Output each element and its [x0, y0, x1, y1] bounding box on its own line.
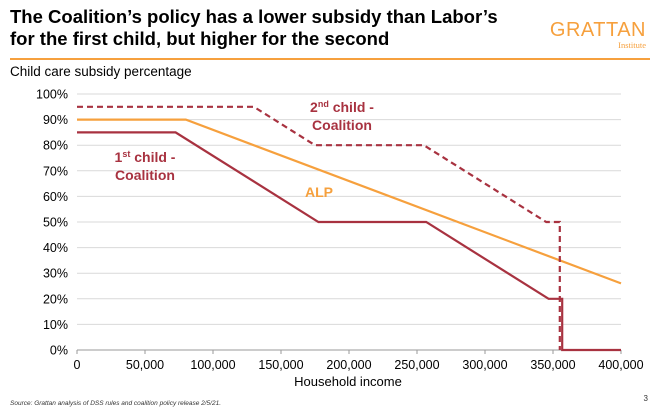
x-tick-label: 400,000 — [598, 358, 643, 372]
y-tick-label: 20% — [43, 292, 68, 306]
y-tick-labels: 0% 10% 20% 30% 40% 50% 60% 70% 80% 90% 100% — [36, 88, 68, 358]
second-child-label-line-2: Coalition — [312, 117, 372, 133]
source-note: Source: Grattan analysis of DSS rules an… — [10, 400, 222, 407]
x-tick-label: 200,000 — [326, 358, 371, 372]
y-tick-label: 60% — [43, 190, 68, 204]
series-lines — [77, 105, 622, 352]
page-number: 3 — [643, 394, 648, 403]
x-tick-label: 0 — [74, 358, 81, 372]
y-tick-label: 90% — [43, 113, 68, 127]
series-line-1 — [77, 131, 621, 352]
alp-label-line-1: ALP — [305, 184, 333, 200]
y-tick-label: 50% — [43, 216, 68, 230]
y-tick-label: 30% — [43, 267, 68, 281]
x-tick-label: 100,000 — [190, 358, 235, 372]
x-tick-label: 250,000 — [394, 358, 439, 372]
logo-wordmark: GRATTAN — [549, 19, 646, 41]
y-tick-label: 0% — [50, 344, 68, 358]
y-tick-label: 80% — [43, 139, 68, 153]
chart-title-line-2: for the first child, but higher for the … — [10, 28, 390, 49]
annotations: 1st child - Coalition 2nd child - Coalition… — [115, 99, 375, 200]
x-tick-label: 50,000 — [126, 358, 164, 372]
x-axis-title: Household income — [294, 374, 402, 389]
first-child-label-line-1: 1st child - — [115, 149, 176, 165]
y-axis-title: Child care subsidy percentage — [10, 64, 192, 79]
x-tick-label: 300,000 — [462, 358, 507, 372]
x-tick-label: 350,000 — [530, 358, 575, 372]
x-tick-labels: 0 50,000 100,000 150,000 200,000 250,000 300,0… — [74, 358, 644, 372]
grattan-logo: GRATTAN Institute — [550, 20, 646, 50]
first-child-label-line-2: Coalition — [115, 167, 175, 183]
header-divider — [10, 58, 650, 60]
second-child-label-line-1: 2nd child - — [310, 99, 374, 115]
y-tick-label: 100% — [36, 88, 68, 102]
series-line-2 — [77, 105, 561, 350]
x-tick-label: 150,000 — [258, 358, 303, 372]
y-tick-label: 40% — [43, 241, 68, 255]
series-line-0 — [77, 118, 622, 285]
y-tick-label: 70% — [43, 164, 68, 178]
y-tick-label: 10% — [43, 318, 68, 332]
chart-title-line-1: The Coalition’s policy has a lower subsi… — [10, 6, 498, 27]
chart-title: The Coalition’s policy has a lower subsi… — [10, 6, 550, 50]
logo-subtext: Institute — [618, 40, 646, 50]
